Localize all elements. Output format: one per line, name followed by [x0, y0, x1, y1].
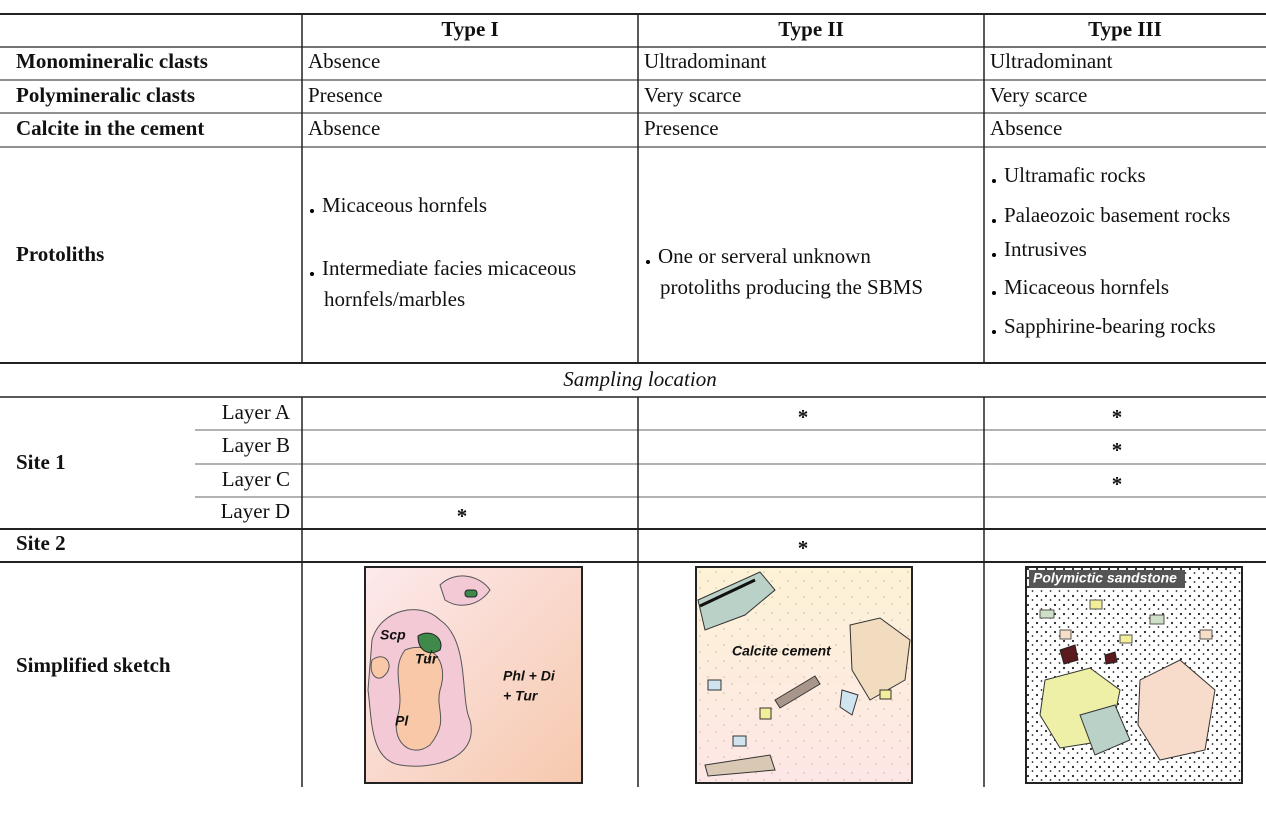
sketch-type-3 [1025, 566, 1243, 784]
row-label: Protoliths [16, 242, 104, 266]
cell: Absence [990, 116, 1062, 140]
bullet [992, 219, 996, 223]
protolith-item: Intermediate facies micaceous [322, 256, 576, 280]
sketch-label: + Tur [503, 688, 539, 704]
protolith-item: Micaceous hornfels [322, 193, 487, 217]
protolith-item: One or serveral unknown [658, 244, 871, 268]
row-label: Simplified sketch [16, 653, 171, 677]
sketch-label: Calcite cement [732, 643, 832, 659]
cell: Very scarce [644, 83, 741, 107]
bullet [310, 272, 314, 276]
sketch-type-2 [695, 566, 913, 784]
sample-mark: * [457, 504, 468, 528]
bullet [992, 291, 996, 295]
cell: Very scarce [990, 83, 1087, 107]
sketch-label: Polymictic sandstone [1033, 570, 1177, 586]
bullet [992, 179, 996, 183]
row-label: Polymineralic clasts [16, 83, 195, 107]
cell: Ultradominant [644, 49, 767, 73]
row-label: Calcite in the cement [16, 116, 204, 140]
site-label: Site 2 [16, 531, 66, 555]
layer-label: Layer B [222, 433, 290, 457]
section-title: Sampling location [563, 367, 716, 391]
table-content: Type I Type II Type III Monomineralic clast… [16, 17, 1230, 729]
sketch-label: Scp [380, 627, 406, 643]
sketch-label: Phl + Di [503, 668, 556, 684]
sample-mark: * [1112, 472, 1123, 496]
protolith-item: Sapphirine-bearing rocks [1004, 314, 1216, 338]
protolith-item: protoliths producing the SBMS [660, 275, 923, 299]
cell: Ultradominant [990, 49, 1113, 73]
sketch-type-1 [364, 566, 583, 784]
protolith-item: Micaceous hornfels [1004, 275, 1169, 299]
protolith-item: Ultramafic rocks [1004, 163, 1146, 187]
cell: Absence [308, 116, 380, 140]
layer-label: Layer A [222, 400, 291, 424]
cell: Absence [308, 49, 380, 73]
cell: Presence [308, 83, 383, 107]
site-label: Site 1 [16, 450, 66, 474]
bullet [992, 330, 996, 334]
column-header: Type I [441, 17, 498, 41]
protolith-item: Intrusives [1004, 237, 1087, 261]
protolith-item: hornfels/marbles [324, 287, 465, 311]
sample-mark: * [1112, 438, 1123, 462]
sample-mark: * [798, 405, 809, 429]
layer-label: Layer D [221, 499, 290, 523]
column-header: Type II [778, 17, 844, 41]
sample-mark: * [1112, 405, 1123, 429]
sketch-label: Tur [415, 651, 439, 667]
bullet [310, 209, 314, 213]
table-rules [0, 13, 1266, 787]
layer-label: Layer C [222, 467, 290, 491]
sample-mark: * [798, 536, 809, 560]
bullet [646, 260, 650, 264]
protolith-item: Palaeozoic basement rocks [1004, 203, 1230, 227]
bullet [992, 253, 996, 257]
sketch-label: Pl [395, 713, 409, 729]
column-header: Type III [1088, 17, 1162, 41]
cell: Presence [644, 116, 719, 140]
row-label: Monomineralic clasts [16, 49, 208, 73]
